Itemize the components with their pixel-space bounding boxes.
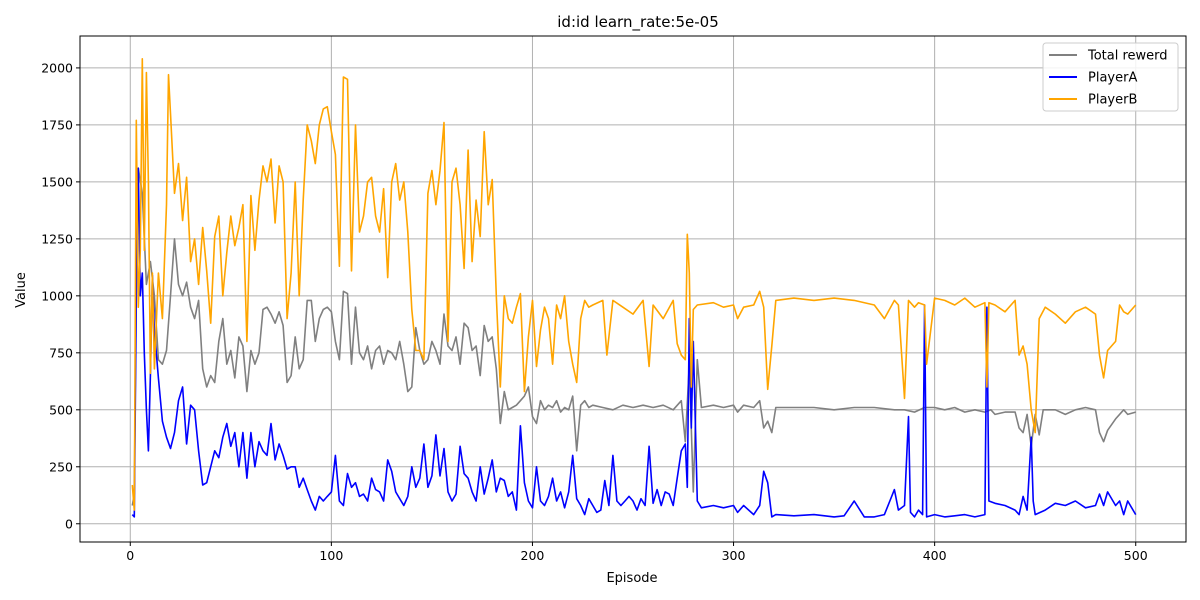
- y-tick-label: 1000: [41, 288, 73, 303]
- x-axis-label: Episode: [606, 571, 657, 586]
- x-tick-label: 0: [126, 548, 134, 563]
- y-tick-label: 250: [49, 459, 73, 474]
- y-tick-label: 2000: [41, 60, 73, 75]
- chart-title: id:id learn_rate:5e-05: [557, 13, 719, 32]
- plot-frame: [79, 35, 1187, 543]
- legend: Total rewerd PlayerA PlayerB: [1042, 42, 1179, 112]
- series-line-playera: [131, 167, 1137, 518]
- legend-label: PlayerB: [1088, 93, 1137, 108]
- series-line-total-rewerd: [131, 167, 1136, 506]
- y-tick-label: 1750: [41, 117, 73, 132]
- y-tick-label: 500: [49, 402, 73, 417]
- x-tick-label: 400: [923, 548, 947, 563]
- y-axis-label: Value: [14, 272, 29, 308]
- grid: [80, 36, 1186, 542]
- x-tick-label: 500: [1124, 548, 1148, 563]
- y-tick-label: 0: [65, 516, 73, 531]
- x-tick-label: 100: [319, 548, 343, 563]
- y-tick-label: 750: [49, 345, 73, 360]
- series-layer: [131, 58, 1137, 518]
- x-tick-label: 200: [521, 548, 545, 563]
- legend-label: PlayerA: [1088, 71, 1137, 86]
- y-tick-label: 1500: [41, 174, 73, 189]
- series-line-playerb: [131, 58, 1137, 511]
- legend-box: [1042, 42, 1179, 112]
- y-tick-label: 1250: [41, 231, 73, 246]
- ticks: 0 100 200 300 400 500 0 250 500 750 1000 1250 1500 17…: [41, 60, 1148, 563]
- legend-label: Total rewerd: [1087, 49, 1168, 64]
- x-tick-label: 300: [722, 548, 746, 563]
